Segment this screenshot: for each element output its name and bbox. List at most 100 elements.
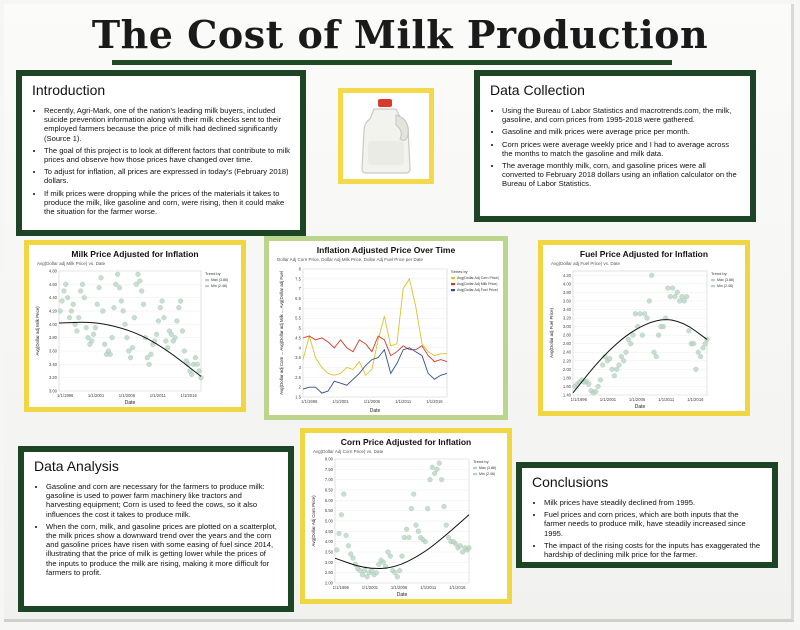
- fuel-chart-subtitle: Avg(Dollar adj Fuel Price) vs. Date: [551, 261, 620, 266]
- data-collection-bullet: Gasoline and milk prices were average pr…: [502, 127, 740, 136]
- y-axis-label: Avg(Dollar adj Milk Price): [35, 306, 40, 356]
- scatter-point: [168, 331, 174, 337]
- data-analysis-list: Gasoline and corn are necessary for the …: [34, 482, 278, 577]
- scatter-point: [404, 526, 410, 532]
- y-tick-label: 3.20: [563, 316, 572, 321]
- y-tick-label: 7.50: [325, 467, 334, 472]
- scatter-point: [144, 355, 150, 361]
- y-tick-label: 2.40: [563, 350, 572, 355]
- scatter-point: [434, 466, 440, 472]
- y-tick-label: 1.80: [563, 375, 572, 380]
- scatter-point: [153, 331, 160, 337]
- y-tick-label: 1.40: [563, 393, 572, 398]
- scatter-point: [702, 341, 708, 347]
- scatter-point: [76, 315, 82, 321]
- conclusions-list: Milk prices have steadily declined from …: [532, 498, 762, 559]
- scatter-point: [161, 315, 167, 321]
- scatter-point: [679, 294, 685, 300]
- scatter-point: [116, 285, 123, 291]
- y-tick-label: 4.20: [563, 273, 572, 278]
- legend-swatch: [451, 277, 455, 280]
- scatter-point: [68, 308, 74, 314]
- scatter-point: [597, 377, 603, 383]
- scatter-point: [665, 285, 671, 291]
- data-collection-heading: Data Collection: [490, 82, 585, 98]
- scatter-point: [96, 285, 102, 291]
- scatter-point: [334, 547, 340, 553]
- scatter-point: [413, 522, 419, 528]
- y-tick-label: 7.00: [325, 477, 334, 482]
- scatter-point: [79, 281, 86, 287]
- milk-chart-card: Milk Price Adjusted for Inflation Avg(Do…: [24, 240, 246, 412]
- trend-line: [572, 319, 708, 394]
- scatter-point: [646, 298, 652, 304]
- y-tick-label: 3.00: [325, 560, 334, 565]
- x-tick-label: 1/1/2001: [600, 397, 617, 402]
- y-tick-label: 8.00: [325, 457, 334, 462]
- legend-swatch: [205, 285, 209, 288]
- combined-chart-card: Inflation Adjusted Price Over Time Dolla…: [264, 236, 508, 420]
- scatter-point: [651, 349, 657, 355]
- scatter-point: [196, 368, 202, 374]
- y-tick-label: 4.40: [49, 295, 58, 300]
- scatter-point: [674, 289, 680, 295]
- scatter-point: [392, 570, 398, 576]
- scatter-point: [107, 351, 113, 357]
- scatter-point: [632, 311, 638, 317]
- y-tick-label: 6.50: [325, 488, 334, 493]
- scatter-point: [85, 335, 91, 341]
- scatter-point: [672, 294, 678, 300]
- scatter-point: [137, 278, 143, 284]
- data-analysis-heading: Data Analysis: [34, 458, 119, 474]
- y-tick-label: 3.60: [563, 298, 572, 303]
- series-line: [302, 277, 447, 377]
- fuel-chart-title: Fuel Price Adjusted for Inflation: [579, 249, 709, 259]
- scatter-point: [693, 366, 699, 372]
- y-tick-label: 2.50: [325, 570, 334, 575]
- scatter-point: [625, 336, 631, 342]
- y-tick-label: 6: [299, 306, 302, 311]
- y-tick-label: 3.40: [49, 362, 58, 367]
- x-tick-label: 1/1/2006: [391, 585, 408, 590]
- scatter-point: [637, 311, 643, 317]
- scatter-point: [644, 315, 650, 321]
- x-axis-label: Date: [635, 404, 646, 410]
- x-tick-label: 1/1/2016: [426, 399, 443, 404]
- y-axis-label: Avg(Dollar adj Corn ... Avg(Dollar adj M…: [279, 271, 284, 395]
- trend-line: [58, 321, 202, 377]
- scatter-point: [422, 539, 428, 545]
- milk-jug-icon: [361, 99, 411, 174]
- scatter-point: [698, 353, 704, 360]
- scatter-point: [425, 506, 431, 512]
- scatter-point: [359, 572, 365, 578]
- y-tick-label: 2.20: [563, 358, 572, 363]
- scatter-point: [406, 534, 412, 541]
- introduction-panel: Introduction Recently, Agri-Mark, one of…: [16, 70, 306, 236]
- scatter-point: [174, 318, 180, 324]
- scatter-point: [178, 298, 184, 304]
- corn-chart-subtitle: Avg(Dollar Adj Corn Price) vs. Date: [313, 449, 384, 454]
- scatter-point: [399, 553, 405, 559]
- scatter-point: [642, 311, 648, 317]
- scatter-point: [179, 328, 186, 334]
- scatter-point: [394, 574, 400, 580]
- scatter-point: [59, 298, 65, 304]
- data-collection-bullet: Corn prices were average weekly price an…: [502, 140, 740, 158]
- scatter-point: [102, 341, 108, 347]
- corn-price-chart: 2.00 2.50 3.00 3.50 4.00 4.50 5.00 5.50 6.00 6.50…: [311, 457, 496, 599]
- scatter-point: [628, 341, 634, 347]
- legend-item: Min (2.46): [479, 472, 495, 476]
- scatter-point: [686, 328, 692, 334]
- scatter-point: [684, 294, 690, 300]
- scatter-point: [387, 553, 393, 559]
- x-axis-label: Date: [370, 408, 381, 414]
- scatter-point: [700, 345, 706, 351]
- conclusions-panel: Conclusions Milk prices have steadily de…: [516, 462, 778, 568]
- y-tick-label: 3.80: [563, 290, 572, 295]
- corn-chart-title: Corn Price Adjusted for Inflation: [340, 437, 472, 447]
- x-tick-label: 1/1/2016: [687, 397, 704, 402]
- scatter-point: [350, 555, 356, 561]
- data-collection-panel: Data Collection Using the Bureau of Labo…: [474, 70, 756, 222]
- scatter-point: [401, 534, 407, 541]
- milk-jug-photo: [338, 88, 434, 184]
